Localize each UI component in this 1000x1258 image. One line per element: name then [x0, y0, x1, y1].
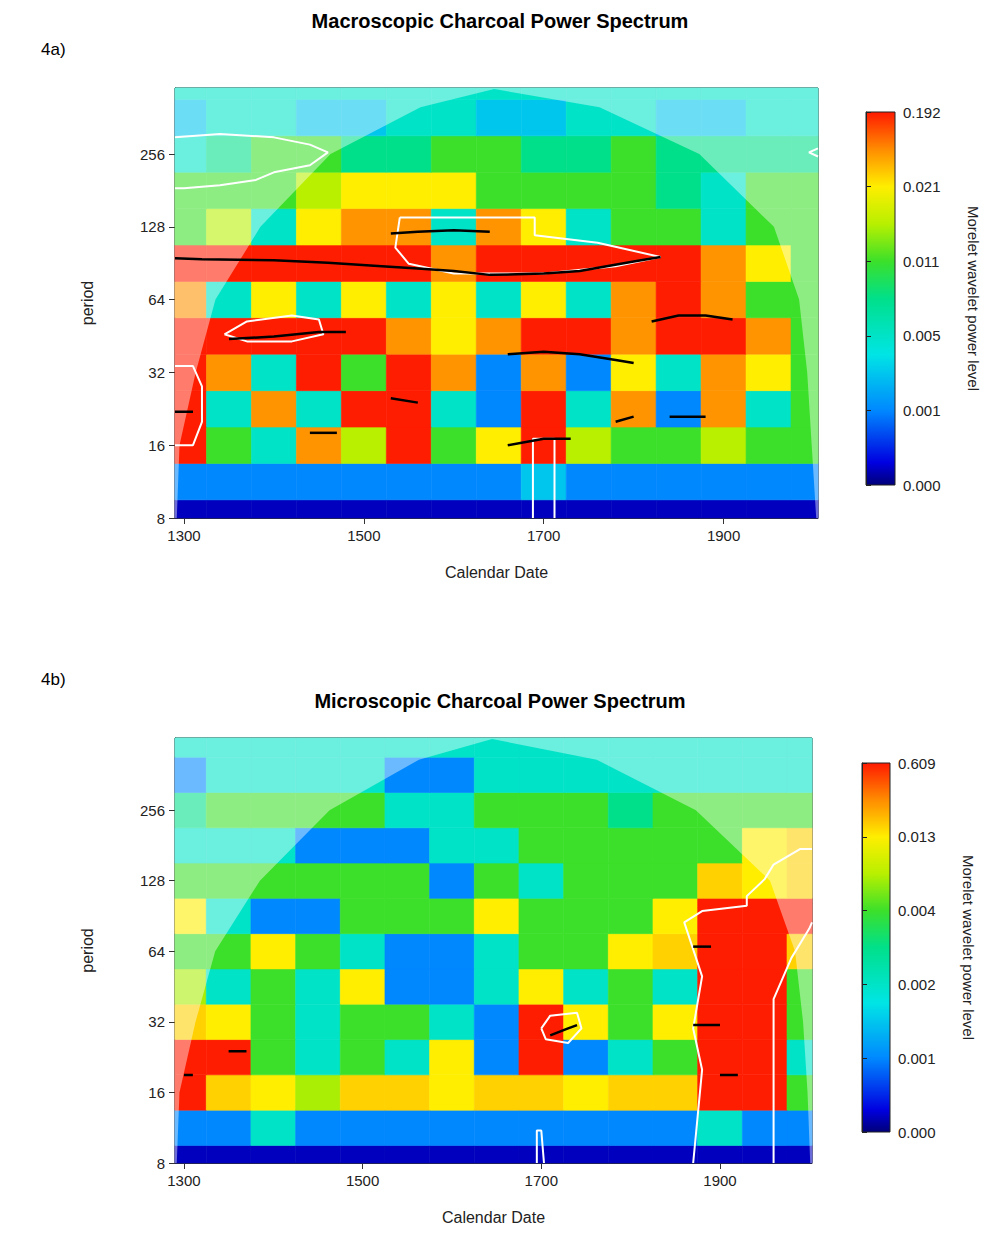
svg-text:128: 128	[140, 218, 165, 235]
svg-text:Macroscopic Charcoal Power Spe: Macroscopic Charcoal Power Spectrum	[312, 10, 689, 32]
svg-text:0.001: 0.001	[898, 1050, 936, 1067]
svg-text:64: 64	[148, 943, 165, 960]
svg-text:Calendar Date: Calendar Date	[442, 1209, 545, 1226]
svg-text:32: 32	[148, 364, 165, 381]
svg-text:period: period	[79, 281, 96, 325]
svg-text:0.005: 0.005	[903, 327, 941, 344]
svg-text:0.013: 0.013	[898, 828, 936, 845]
svg-text:Microscopic Charcoal Power Spe: Microscopic Charcoal Power Spectrum	[314, 690, 685, 712]
svg-text:1500: 1500	[346, 1172, 379, 1189]
svg-text:0.192: 0.192	[903, 104, 941, 121]
svg-text:1300: 1300	[167, 527, 200, 544]
svg-text:256: 256	[140, 802, 165, 819]
svg-text:256: 256	[140, 146, 165, 163]
svg-text:4a): 4a)	[41, 40, 66, 59]
svg-text:Morelet wavelet power level: Morelet wavelet power level	[965, 206, 982, 391]
svg-text:128: 128	[140, 872, 165, 889]
svg-text:0.000: 0.000	[903, 477, 941, 494]
svg-text:0.011: 0.011	[903, 253, 939, 270]
svg-text:Calendar Date: Calendar Date	[445, 564, 548, 581]
svg-text:0.609: 0.609	[898, 755, 936, 772]
svg-text:1500: 1500	[347, 527, 380, 544]
svg-text:1700: 1700	[525, 1172, 558, 1189]
svg-text:1900: 1900	[707, 527, 740, 544]
svg-text:1700: 1700	[527, 527, 560, 544]
svg-text:16: 16	[148, 1084, 165, 1101]
svg-text:8: 8	[157, 510, 165, 527]
svg-text:4b): 4b)	[41, 670, 66, 689]
svg-text:64: 64	[148, 291, 165, 308]
svg-text:8: 8	[157, 1155, 165, 1172]
svg-text:0.002: 0.002	[898, 976, 936, 993]
svg-text:16: 16	[148, 437, 165, 454]
svg-text:period: period	[79, 928, 96, 972]
svg-text:1900: 1900	[703, 1172, 736, 1189]
svg-text:32: 32	[148, 1013, 165, 1030]
svg-text:Morelet wavelet power level: Morelet wavelet power level	[960, 855, 977, 1040]
svg-text:1300: 1300	[167, 1172, 200, 1189]
svg-text:0.004: 0.004	[898, 902, 936, 919]
svg-text:0.000: 0.000	[898, 1124, 936, 1141]
svg-text:0.021: 0.021	[903, 178, 941, 195]
svg-text:0.001: 0.001	[903, 402, 941, 419]
